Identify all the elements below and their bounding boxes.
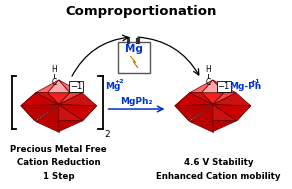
Polygon shape xyxy=(21,93,36,121)
Polygon shape xyxy=(48,80,70,93)
Polygon shape xyxy=(59,104,97,121)
Polygon shape xyxy=(48,93,70,104)
Text: H: H xyxy=(51,65,57,74)
Text: Enhanced Cation mobility: Enhanced Cation mobility xyxy=(156,172,281,181)
Polygon shape xyxy=(175,104,213,121)
Polygon shape xyxy=(175,93,213,106)
Polygon shape xyxy=(213,121,237,132)
Polygon shape xyxy=(130,56,138,68)
Polygon shape xyxy=(35,104,59,121)
Text: H: H xyxy=(205,65,211,74)
FancyBboxPatch shape xyxy=(118,42,150,73)
Polygon shape xyxy=(190,93,213,104)
Polygon shape xyxy=(189,121,213,132)
Text: Mg: Mg xyxy=(105,82,121,91)
Text: Precious Metal Free: Precious Metal Free xyxy=(11,145,107,154)
Polygon shape xyxy=(59,104,97,121)
Polygon shape xyxy=(213,80,236,93)
Text: Comproportionation: Comproportionation xyxy=(66,5,217,18)
Polygon shape xyxy=(59,93,97,106)
Text: MgPh₂: MgPh₂ xyxy=(120,97,153,106)
Polygon shape xyxy=(36,80,59,93)
Polygon shape xyxy=(190,80,213,93)
Polygon shape xyxy=(36,93,59,104)
Text: Cation Reduction: Cation Reduction xyxy=(17,158,100,167)
Text: 4.6 V Stability: 4.6 V Stability xyxy=(184,158,253,167)
Polygon shape xyxy=(213,104,251,121)
Polygon shape xyxy=(202,93,224,104)
Text: −1: −1 xyxy=(218,82,230,91)
Polygon shape xyxy=(59,121,83,132)
Polygon shape xyxy=(21,104,59,121)
Polygon shape xyxy=(59,104,83,121)
Text: 2: 2 xyxy=(104,130,110,139)
Polygon shape xyxy=(213,93,251,106)
Text: Mg: Mg xyxy=(125,44,143,54)
Text: +1: +1 xyxy=(250,79,260,84)
Polygon shape xyxy=(213,104,251,121)
Polygon shape xyxy=(36,93,59,104)
Polygon shape xyxy=(189,104,213,121)
Polygon shape xyxy=(21,93,59,106)
Polygon shape xyxy=(59,93,82,104)
Polygon shape xyxy=(213,93,236,104)
Polygon shape xyxy=(59,93,97,106)
Text: −1: −1 xyxy=(70,82,82,91)
Text: 1 Step: 1 Step xyxy=(43,172,74,181)
Polygon shape xyxy=(59,80,82,93)
Polygon shape xyxy=(202,80,224,93)
Polygon shape xyxy=(213,104,237,121)
Text: +2: +2 xyxy=(114,79,124,84)
Polygon shape xyxy=(175,93,190,121)
Polygon shape xyxy=(35,121,59,132)
Polygon shape xyxy=(213,93,251,106)
Text: C: C xyxy=(51,78,57,87)
Polygon shape xyxy=(190,93,213,104)
Text: C: C xyxy=(205,78,211,87)
Text: Mg-Ph: Mg-Ph xyxy=(230,82,262,91)
